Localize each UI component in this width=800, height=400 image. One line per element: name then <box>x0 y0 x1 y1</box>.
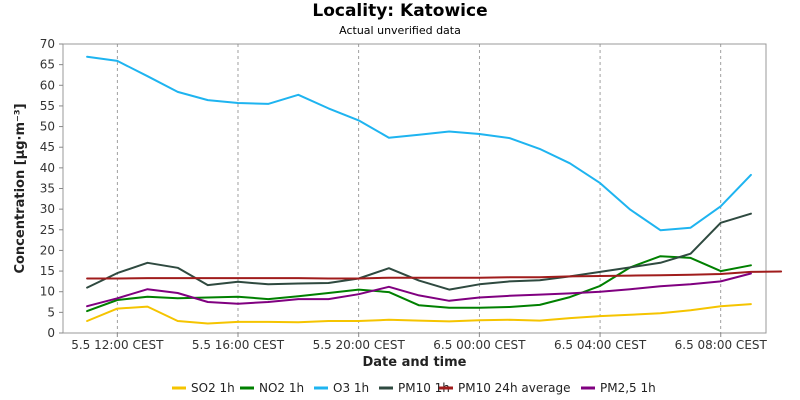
x-axis-ticks: 5.5 12:00 CEST 5.5 16:00 CEST 5.5 20:00 CE… <box>71 333 768 352</box>
y-tick-label: 20 <box>40 243 55 257</box>
y-tick-label: 70 <box>40 37 55 51</box>
series-line-0 <box>86 303 752 325</box>
y-tick-label: 65 <box>40 58 55 72</box>
legend-label: O3 1h <box>333 381 369 395</box>
legend-label: SO2 1h <box>191 381 235 395</box>
y-tick-label: 60 <box>40 78 55 92</box>
y-axis-ticks: 0 5 10 15 20 25 30 35 40 45 50 55 60 65 70 <box>40 37 63 340</box>
series-line-5 <box>86 272 752 308</box>
series-line-2 <box>86 55 752 232</box>
series-line-3 <box>86 212 752 291</box>
legend-label: PM2,5 1h <box>600 381 656 395</box>
y-tick-label: 5 <box>47 305 55 319</box>
x-axis-title: Date and time <box>362 355 466 370</box>
series-lines <box>86 55 783 325</box>
y-tick-label: 35 <box>40 182 55 196</box>
x-tick-label: 5.5 20:00 CEST <box>313 338 406 352</box>
y-tick-label: 10 <box>40 285 55 299</box>
x-tick-label: 6.5 08:00 CEST <box>675 338 768 352</box>
y-tick-label: 55 <box>40 99 55 113</box>
series-line-4 <box>86 270 783 280</box>
y-tick-label: 15 <box>40 264 55 278</box>
y-tick-label: 25 <box>40 223 55 237</box>
legend-label: NO2 1h <box>259 381 304 395</box>
x-tick-label: 6.5 04:00 CEST <box>554 338 647 352</box>
y-tick-label: 0 <box>47 326 55 340</box>
y-tick-label: 45 <box>40 140 55 154</box>
legend-label: PM10 24h average <box>458 381 571 395</box>
y-tick-label: 30 <box>40 202 55 216</box>
x-tick-label: 5.5 16:00 CEST <box>192 338 285 352</box>
series-line-1 <box>86 255 752 313</box>
y-tick-label: 50 <box>40 120 55 134</box>
chart-title: Locality: Katowice <box>312 1 488 21</box>
legend-label: PM10 1h <box>398 381 450 395</box>
legend: SO2 1h NO2 1h O3 1h PM10 1h PM10 24h average… <box>172 381 656 395</box>
x-tick-label: 6.5 00:00 CEST <box>433 338 526 352</box>
y-tick-label: 40 <box>40 161 55 175</box>
chart-subtitle: Actual unverified data <box>339 24 461 37</box>
x-tick-label: 5.5 12:00 CEST <box>71 338 164 352</box>
y-axis-title: Concentration [µg·m⁻³] <box>13 103 28 273</box>
